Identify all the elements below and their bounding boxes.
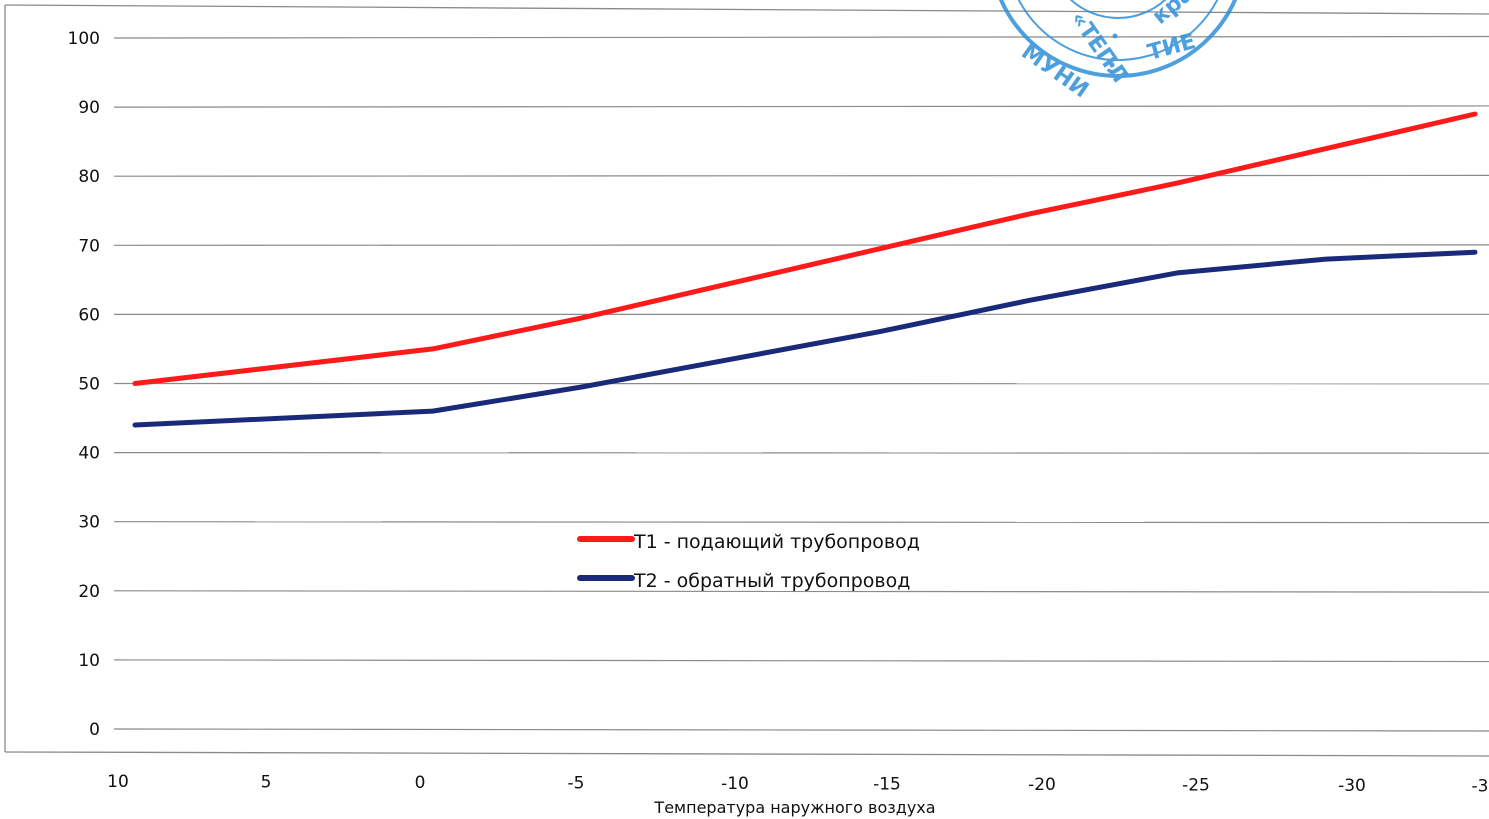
y-tick-label-0: 0 [89, 720, 100, 740]
gridlines [113, 35, 1489, 732]
x-tick-label-0: 10 [107, 772, 129, 792]
y-tick-label-60: 60 [78, 305, 100, 325]
series-line-1 [132, 111, 1478, 386]
gridline-y-20 [113, 590, 1489, 593]
y-tick-label-10: 10 [78, 651, 100, 671]
chart-frame-top [4, 4, 1489, 15]
x-tick-label-2: 0 [415, 773, 426, 793]
legend: Т1 - подающий трубопровод Т2 - обратный … [577, 531, 920, 592]
gridline-y-80 [113, 174, 1489, 177]
y-tick-label-40: 40 [78, 444, 100, 464]
x-tick-label-9: -3 [1472, 777, 1489, 797]
gridline-y-0 [113, 728, 1489, 732]
gridline-y-100 [113, 35, 1489, 39]
y-tick-label-100: 100 [68, 29, 100, 49]
y-tick-label-70: 70 [78, 236, 100, 256]
y-tick-label-20: 20 [78, 582, 100, 602]
x-tick-label-4: -10 [721, 774, 749, 794]
y-tick-label-50: 50 [78, 375, 100, 395]
series-line-2 [132, 249, 1478, 428]
series-lines [132, 111, 1478, 428]
x-tick-label-6: -20 [1028, 775, 1056, 795]
y-axis-ticks: 0 10 20 30 40 50 60 70 80 90 100 [68, 29, 100, 740]
x-tick-label-3: -5 [568, 774, 585, 794]
x-axis-ticks: 10 5 0 -5 -10 -15 -20 -25 -30 -3 [107, 772, 1488, 797]
legend-label-t2: Т2 - обратный трубопровод [633, 570, 910, 592]
y-tick-label-80: 80 [78, 167, 100, 187]
legend-label-t1: Т1 - подающий трубопровод [633, 531, 920, 553]
gridline-y-90 [113, 105, 1489, 108]
x-tick-label-8: -30 [1338, 776, 1366, 796]
y-tick-label-30: 30 [78, 513, 100, 533]
y-tick-label-90: 90 [78, 98, 100, 118]
gridline-y-30 [113, 521, 1489, 524]
x-tick-label-5: -15 [873, 775, 901, 795]
x-tick-label-7: -25 [1182, 776, 1210, 796]
gridline-y-10 [113, 659, 1489, 663]
x-axis-title: Температура наружного воздуха [653, 798, 935, 817]
x-tick-label-1: 5 [261, 773, 272, 793]
gridline-y-40 [113, 452, 1489, 454]
chart-frame-bottom [4, 751, 1489, 757]
